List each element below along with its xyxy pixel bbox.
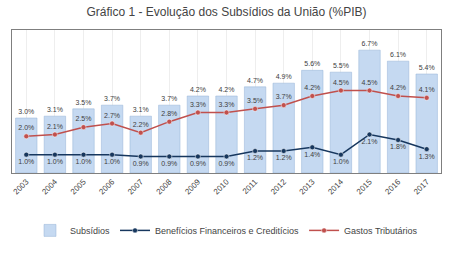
svg-text:3.7%: 3.7%	[276, 93, 292, 100]
svg-text:4.9%: 4.9%	[276, 73, 292, 80]
svg-text:1.2%: 1.2%	[276, 154, 292, 161]
svg-text:3.3%: 3.3%	[190, 101, 206, 108]
svg-text:Benefícios Financeiros e Credi: Benefícios Financeiros e Creditícios	[155, 226, 299, 236]
svg-text:2005: 2005	[69, 177, 88, 196]
svg-text:4.7%: 4.7%	[247, 77, 263, 84]
svg-text:2012: 2012	[269, 177, 288, 196]
svg-text:2.1%: 2.1%	[47, 123, 63, 130]
svg-text:3.7%: 3.7%	[104, 95, 120, 102]
svg-text:2009: 2009	[183, 177, 202, 196]
svg-text:0.9%: 0.9%	[161, 160, 177, 167]
svg-text:2011: 2011	[241, 177, 260, 196]
svg-text:3.1%: 3.1%	[47, 106, 63, 113]
svg-text:Gráfico 1 - Evolução dos Subsí: Gráfico 1 - Evolução dos Subsídios da Un…	[86, 5, 366, 19]
svg-text:4.2%: 4.2%	[304, 84, 320, 91]
svg-text:3.7%: 3.7%	[161, 95, 177, 102]
svg-text:3.1%: 3.1%	[133, 106, 149, 113]
svg-text:1.0%: 1.0%	[18, 158, 34, 165]
svg-text:3.0%: 3.0%	[18, 108, 34, 115]
svg-text:2014: 2014	[326, 177, 345, 196]
svg-text:0.9%: 0.9%	[219, 160, 235, 167]
svg-text:2.2%: 2.2%	[133, 121, 149, 128]
svg-text:2.0%: 2.0%	[18, 124, 34, 131]
svg-text:2007: 2007	[126, 177, 145, 196]
svg-text:1.8%: 1.8%	[390, 143, 406, 150]
svg-text:2008: 2008	[155, 177, 174, 196]
svg-text:2003: 2003	[12, 177, 31, 196]
svg-text:4.1%: 4.1%	[419, 86, 435, 93]
svg-text:1.3%: 1.3%	[419, 153, 435, 160]
svg-text:5.5%: 5.5%	[333, 62, 349, 69]
svg-text:6.1%: 6.1%	[390, 51, 406, 58]
svg-text:1.0%: 1.0%	[47, 158, 63, 165]
svg-text:3.5%: 3.5%	[247, 97, 263, 104]
svg-text:4.2%: 4.2%	[190, 86, 206, 93]
svg-text:Subsídios: Subsídios	[70, 226, 110, 236]
svg-text:1.0%: 1.0%	[104, 158, 120, 165]
svg-text:1.2%: 1.2%	[247, 154, 263, 161]
svg-text:2004: 2004	[40, 177, 59, 196]
svg-text:Gastos Tributários: Gastos Tributários	[344, 226, 418, 236]
svg-text:2015: 2015	[355, 177, 374, 196]
svg-text:0.9%: 0.9%	[190, 160, 206, 167]
svg-text:1.4%: 1.4%	[304, 151, 320, 158]
svg-text:2.7%: 2.7%	[104, 112, 120, 119]
svg-text:2013: 2013	[298, 177, 317, 196]
svg-text:4.2%: 4.2%	[390, 84, 406, 91]
svg-text:4.2%: 4.2%	[219, 86, 235, 93]
svg-text:1.0%: 1.0%	[76, 158, 92, 165]
svg-text:4.5%: 4.5%	[333, 79, 349, 86]
svg-text:3.5%: 3.5%	[76, 99, 92, 106]
svg-text:2016: 2016	[383, 177, 402, 196]
svg-text:0.9%: 0.9%	[133, 160, 149, 167]
svg-text:2.1%: 2.1%	[362, 138, 378, 145]
svg-text:2017: 2017	[412, 177, 431, 196]
svg-text:6.7%: 6.7%	[362, 40, 378, 47]
svg-text:2.5%: 2.5%	[76, 115, 92, 122]
svg-text:2.8%: 2.8%	[161, 110, 177, 117]
svg-text:4.5%: 4.5%	[362, 79, 378, 86]
svg-text:1.0%: 1.0%	[333, 158, 349, 165]
svg-text:5.4%: 5.4%	[419, 64, 435, 71]
svg-text:2010: 2010	[212, 177, 231, 196]
svg-text:5.6%: 5.6%	[304, 60, 320, 67]
svg-text:3.3%: 3.3%	[219, 101, 235, 108]
svg-text:2006: 2006	[97, 177, 116, 196]
